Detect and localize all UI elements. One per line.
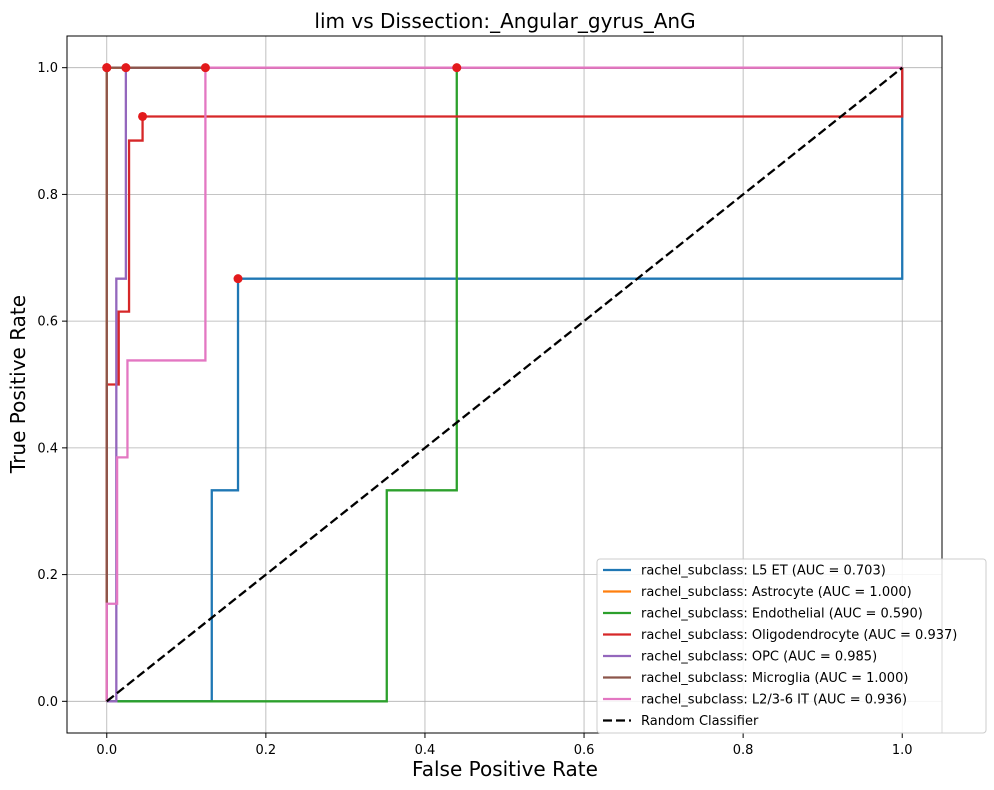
legend-label-2: rachel_subclass: Endothelial (AUC = 0.59… (641, 607, 923, 622)
y-tick-label: 0.2 (37, 568, 58, 583)
x-tick-label: 0.6 (574, 743, 595, 758)
y-tick-label: 0.0 (37, 695, 58, 710)
x-tick-label: 0.8 (733, 743, 754, 758)
legend: rachel_subclass: L5 ET (AUC = 0.703) rach… (596, 558, 987, 734)
series-line-7 (106, 66, 903, 703)
chart-title: lim vs Dissection:_Angular_gyrus_AnG (314, 9, 695, 33)
legend-label-6: rachel_subclass: L2/3-6 IT (AUC = 0.936) (641, 693, 907, 708)
y-tick-label: 0.8 (37, 188, 58, 203)
legend-box (596, 558, 987, 734)
x-tick-label: 0.0 (96, 743, 117, 758)
threshold-point-6 (200, 63, 210, 73)
threshold-point-2 (452, 63, 462, 73)
series-line-6 (105, 66, 903, 702)
x-tick-label: 0.2 (256, 743, 277, 758)
y-tick-label: 1.0 (37, 61, 58, 76)
threshold-point-5 (102, 63, 112, 73)
threshold-point-4 (121, 63, 131, 73)
plot-frame (66, 35, 943, 734)
threshold-point-0 (233, 274, 243, 284)
x-tick-label: 1.0 (892, 743, 913, 758)
legend-label-5: rachel_subclass: Microglia (AUC = 1.000) (641, 671, 908, 686)
legend-label-4: rachel_subclass: OPC (AUC = 0.985) (641, 650, 877, 665)
y-tick-label: 0.6 (37, 315, 58, 330)
legend-label-0: rachel_subclass: L5 ET (AUC = 0.703) (641, 564, 886, 579)
threshold-point-3 (138, 111, 148, 121)
legend-label-7: Random Classifier (641, 714, 759, 729)
y-axis-label: True Positive Rate (6, 295, 30, 474)
x-axis-label: False Positive Rate (412, 757, 598, 781)
y-tick-label: 0.4 (37, 441, 58, 456)
x-tick-label: 0.4 (415, 743, 436, 758)
legend-label-1: rachel_subclass: Astrocyte (AUC = 1.000) (641, 585, 912, 600)
legend-label-3: rachel_subclass: Oligodendrocyte (AUC = … (641, 628, 957, 643)
series-line-3 (105, 67, 904, 702)
